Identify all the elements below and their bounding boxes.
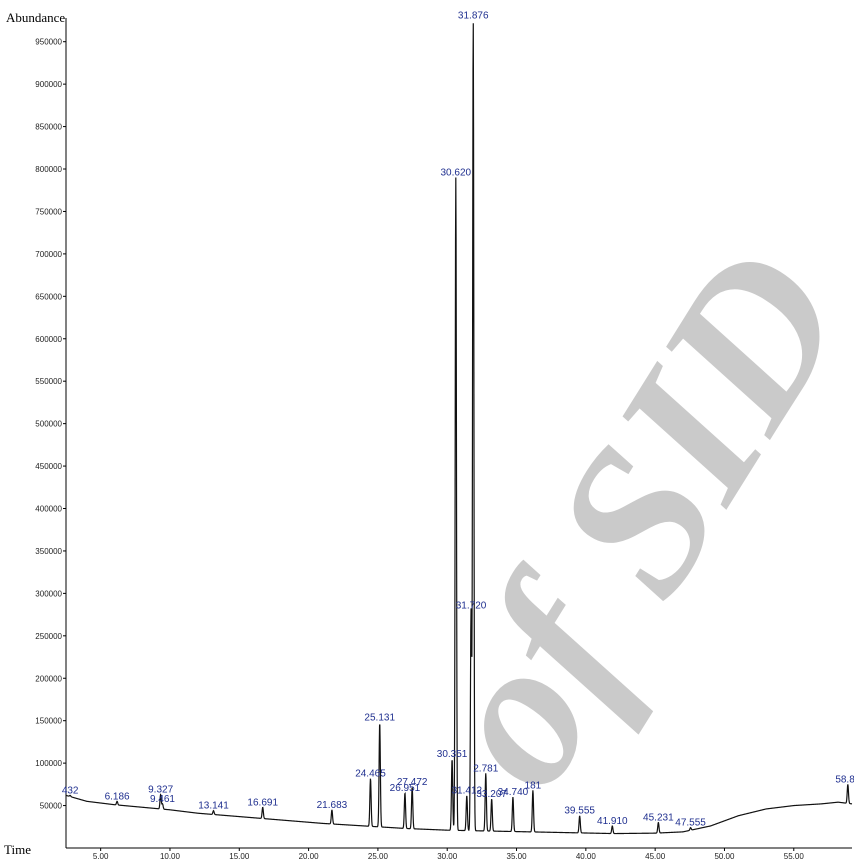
peaks: 31.876 30.620 31.720 25.131 30.351 2.781 24.46… bbox=[62, 10, 854, 828]
y-tick-label: 50000 bbox=[40, 802, 63, 811]
peak-label: 16.691 bbox=[247, 797, 278, 808]
peak-label: 31.876 bbox=[458, 10, 489, 21]
peak-label: 39.555 bbox=[564, 806, 595, 817]
y-tick-label: 700000 bbox=[35, 250, 62, 259]
x-tick-label: 30.00 bbox=[437, 852, 458, 861]
peak-label: 24.465 bbox=[355, 768, 386, 779]
y-tick-label: 550000 bbox=[35, 377, 62, 386]
x-tick-label: 40.00 bbox=[576, 852, 597, 861]
y-tick-label: 400000 bbox=[35, 505, 62, 514]
peak-label: 45.231 bbox=[643, 813, 674, 824]
peak-label: 41.910 bbox=[597, 816, 628, 827]
peak-label: 31.720 bbox=[456, 600, 487, 611]
peak-label: 432 bbox=[62, 785, 79, 796]
x-tick-label: 15.00 bbox=[229, 852, 250, 861]
x-tick-label: 10.00 bbox=[160, 852, 181, 861]
y-tick-label: 900000 bbox=[35, 80, 62, 89]
trace bbox=[65, 23, 853, 835]
y-tick-label: 600000 bbox=[35, 335, 62, 344]
peak-label: 27.472 bbox=[397, 777, 428, 788]
tic-trace-line bbox=[65, 23, 853, 835]
peak-label: 21.683 bbox=[317, 800, 348, 811]
x-axis-title: Time bbox=[4, 842, 31, 857]
y-tick-label: 950000 bbox=[35, 38, 62, 47]
x-ticks: 5.00 10.00 15.00 20.00 25.00 30.00 35.00 40.00 4… bbox=[93, 848, 804, 861]
peak-label: 181 bbox=[525, 780, 542, 791]
y-tick-label: 500000 bbox=[35, 420, 62, 429]
x-tick-label: 45.00 bbox=[645, 852, 666, 861]
y-tick-label: 150000 bbox=[35, 717, 62, 726]
peak-label: 47.555 bbox=[675, 818, 706, 829]
peak-label: 33.207 bbox=[476, 789, 507, 800]
y-tick-label: 650000 bbox=[35, 292, 62, 301]
y-axis-title: Abundance bbox=[6, 10, 65, 25]
peak-label: 58.87 bbox=[835, 774, 854, 785]
y-tick-label: 750000 bbox=[35, 207, 62, 216]
peak-label: 25.131 bbox=[364, 712, 395, 723]
y-tick-label: 100000 bbox=[35, 759, 62, 768]
peak-label: 34.740 bbox=[498, 787, 529, 798]
peak-label: 30.351 bbox=[437, 749, 468, 760]
x-tick-label: 20.00 bbox=[299, 852, 320, 861]
y-tick-label: 850000 bbox=[35, 123, 62, 132]
peak-label: 26.951 bbox=[390, 783, 421, 794]
peak-label: 13.141 bbox=[198, 801, 229, 812]
y-tick-label: 250000 bbox=[35, 632, 62, 641]
x-tick-label: 50.00 bbox=[714, 852, 735, 861]
y-tick-label: 200000 bbox=[35, 674, 62, 683]
peak-label: 30.620 bbox=[441, 168, 472, 179]
axes: Abundance Time bbox=[4, 10, 852, 857]
x-tick-label: 55.00 bbox=[784, 852, 805, 861]
peak-label: 9.461 bbox=[150, 794, 175, 805]
y-tick-label: 800000 bbox=[35, 165, 62, 174]
y-ticks: 50000 100000 150000 200000 250000 300000 35000… bbox=[35, 38, 66, 811]
x-tick-label: 5.00 bbox=[93, 852, 109, 861]
y-tick-label: 300000 bbox=[35, 589, 62, 598]
peak-label: 6.186 bbox=[105, 791, 130, 802]
peak-label: 2.781 bbox=[473, 763, 498, 774]
y-tick-label: 350000 bbox=[35, 547, 62, 556]
x-tick-label: 35.00 bbox=[507, 852, 528, 861]
y-tick-label: 450000 bbox=[35, 462, 62, 471]
x-tick-label: 25.00 bbox=[368, 852, 389, 861]
peak-label: 9.327 bbox=[148, 785, 173, 796]
peak-label: 31.412 bbox=[451, 785, 482, 796]
